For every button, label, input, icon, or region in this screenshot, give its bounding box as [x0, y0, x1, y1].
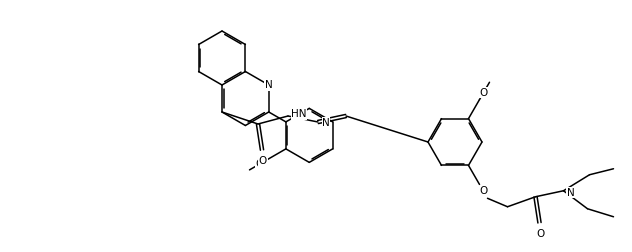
Text: O: O — [256, 159, 264, 169]
Text: O: O — [480, 88, 488, 98]
Text: N: N — [265, 80, 272, 90]
Text: O: O — [259, 156, 267, 166]
Text: N: N — [322, 118, 330, 128]
Text: O: O — [480, 186, 488, 196]
Text: HN: HN — [291, 109, 307, 119]
Text: O: O — [537, 229, 545, 239]
Text: N: N — [567, 188, 574, 198]
